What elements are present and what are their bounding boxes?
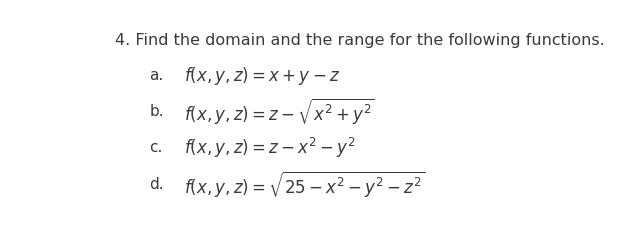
Text: 4. Find the domain and the range for the following functions.: 4. Find the domain and the range for the…	[115, 33, 604, 48]
Text: $f(x, y, z) = z - x^{2} - y^{2}$: $f(x, y, z) = z - x^{2} - y^{2}$	[184, 136, 356, 160]
Text: $f(x, y, z) = \sqrt{25 - x^{2} - y^{2} - z^{2}}$: $f(x, y, z) = \sqrt{25 - x^{2} - y^{2} -…	[184, 170, 426, 200]
Text: c.: c.	[150, 140, 163, 155]
Text: b.: b.	[150, 104, 164, 119]
Text: a.: a.	[150, 68, 164, 83]
Text: $f(x, y, z) = x + y - z$: $f(x, y, z) = x + y - z$	[184, 65, 340, 87]
Text: $f(x, y, z) = z - \sqrt{x^{2} + y^{2}}$: $f(x, y, z) = z - \sqrt{x^{2} + y^{2}}$	[184, 97, 375, 127]
Text: d.: d.	[150, 177, 164, 192]
